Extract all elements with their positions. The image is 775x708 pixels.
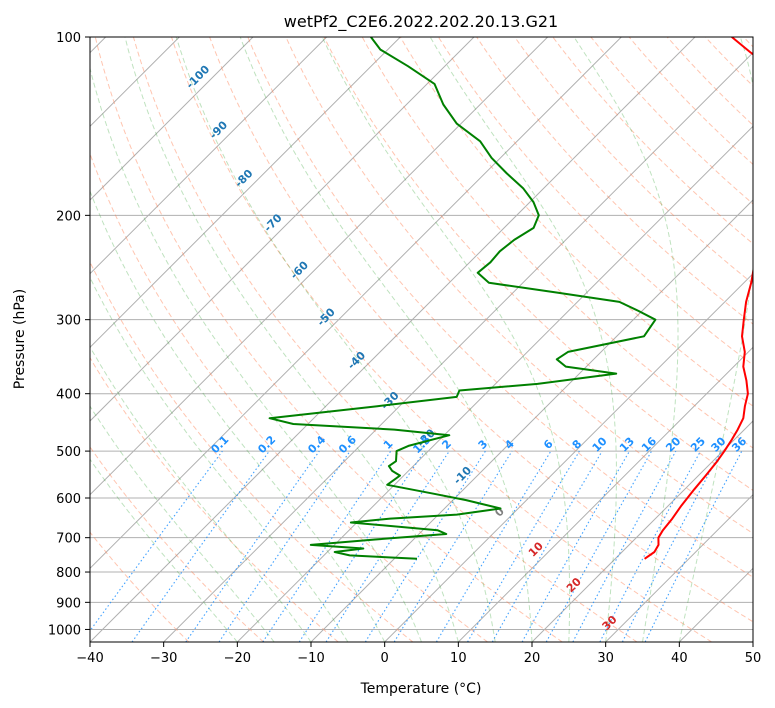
mixing-ratio-line [393, 450, 513, 642]
mixing-ratio-line [185, 450, 320, 642]
dry-adiabat [437, 37, 753, 366]
isotherm-line [90, 37, 475, 422]
isotherm-line [236, 125, 753, 642]
y-axis-title: Pressure (hPa) [12, 289, 28, 389]
y-tick-label: 300 [56, 314, 81, 329]
plot-area [90, 37, 753, 642]
chart-title: wetPf2_C2E6.2022.202.20.13.G21 [284, 12, 558, 32]
moist-adiabat [90, 405, 275, 642]
background-lines [90, 37, 753, 642]
moist-adiabat [321, 37, 571, 642]
isotherm-line [163, 51, 753, 642]
dry-adiabat [90, 531, 190, 642]
isotherm-line [605, 493, 753, 642]
dry-adiabat [90, 152, 488, 642]
mixing-ratio-line [521, 450, 630, 642]
moist-adiabat [573, 37, 679, 642]
x-axis: −40 −30 −20 −10 0 10 20 30 40 50 [76, 642, 761, 666]
isotherm-line [457, 346, 753, 642]
dry-adiabat [399, 37, 753, 407]
dry-adiabat [247, 37, 753, 578]
mixing-ratio-line [545, 450, 653, 642]
isotherm-line [531, 420, 753, 642]
isotherm-line [90, 37, 401, 349]
y-tick-label: 400 [56, 388, 81, 403]
dry-adiabat [285, 37, 753, 535]
moist-adiabat [90, 346, 312, 642]
y-tick-label: 700 [56, 532, 81, 547]
y-tick-label: 200 [56, 209, 81, 224]
x-tick-label: 0 [381, 651, 389, 666]
y-tick-label: 900 [56, 596, 81, 611]
moist-adiabat [90, 189, 386, 642]
moist-adiabat [239, 37, 533, 642]
isotherm-line [90, 37, 328, 275]
isotherm-line [90, 37, 254, 201]
mixing-ratio-line [262, 450, 392, 642]
isotherm-line [384, 272, 753, 642]
y-tick-label: 600 [56, 492, 81, 507]
isotherm-line [90, 37, 696, 642]
dry-adiabat [90, 356, 339, 642]
mixing-ratio-line [325, 450, 450, 642]
moist-adiabat [429, 37, 617, 642]
moist-adiabat [124, 37, 459, 642]
dry-adiabat [323, 37, 753, 491]
x-tick-label: −30 [150, 651, 177, 666]
dry-adiabat [90, 260, 414, 642]
x-tick-label: 50 [745, 651, 762, 666]
x-tick-label: 30 [597, 651, 614, 666]
isotherm-line [310, 199, 753, 642]
dry-adiabat [209, 37, 753, 623]
mixing-ratio-line [218, 450, 351, 642]
y-tick-label: 500 [56, 445, 81, 460]
dry-adiabat [132, 37, 638, 642]
mixing-ratio-line [572, 450, 677, 642]
mixing-ratio-line [644, 450, 743, 642]
y-tick-label: 100 [56, 31, 81, 46]
x-tick-label: 10 [450, 651, 467, 666]
temperature-line [644, 37, 753, 560]
mixing-ratio-line [90, 450, 223, 632]
x-tick-label: −10 [297, 651, 324, 666]
x-axis-title: Temperature (°C) [360, 681, 482, 697]
dry-adiabat [361, 37, 753, 449]
isotherm-line [90, 37, 549, 496]
dewpoint-line [268, 37, 657, 560]
y-tick-label: 1000 [48, 623, 81, 638]
dry-adiabat [94, 37, 563, 642]
plot-frame [89, 36, 754, 643]
mixing-ratio-line [131, 450, 270, 642]
moist-adiabat [175, 37, 496, 642]
x-tick-label: 40 [671, 651, 688, 666]
dry-adiabat [171, 37, 712, 642]
mixing-ratio-line [298, 450, 425, 642]
x-tick-label: 20 [524, 651, 541, 666]
moist-adiabat [90, 66, 422, 642]
y-tick-label: 800 [56, 566, 81, 581]
x-tick-label: −40 [76, 651, 103, 666]
isotherm-line [90, 37, 622, 570]
dry-adiabat [90, 446, 264, 642]
y-axis: 100 200 300 400 500 600 700 800 900 1000 [48, 31, 90, 638]
dry-adiabat [514, 37, 753, 285]
x-tick-label: −20 [224, 651, 251, 666]
moist-adiabat [90, 458, 238, 642]
sounding-series [268, 37, 753, 560]
moist-adiabat [90, 276, 349, 642]
